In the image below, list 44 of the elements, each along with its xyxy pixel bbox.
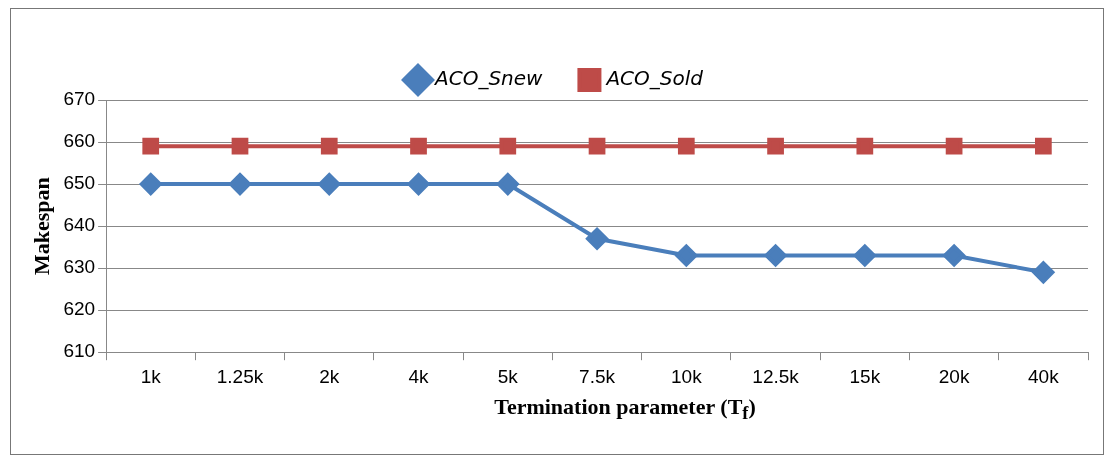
x-tick-label: 1.25k [216,365,264,387]
y-tick-label: 640 [63,214,96,236]
x-tick-label: 15k [849,365,881,387]
point [945,137,963,155]
point [588,137,606,155]
legend-label: ACO_Sold [604,66,704,91]
y-tick-label: 650 [63,172,96,194]
y-tick-label: 660 [63,130,96,152]
point [764,244,787,267]
y-tick-label: 630 [63,256,96,278]
x-tick-label: 12.5k [752,365,800,387]
x-tick-label: 4k [408,365,430,387]
point [229,173,251,196]
point [675,244,698,267]
y-tick-label: 670 [63,88,96,110]
point [407,173,430,196]
point [943,244,966,267]
y-axis-title: Makespan [28,177,54,275]
point [139,173,162,196]
point [410,137,427,155]
point [320,137,338,155]
y-tick-label: 620 [63,298,96,320]
x-tick-label: 1k [140,365,162,387]
legend-label: ACO_Snew [433,66,544,91]
x-axis-title: Termination parameter (T$_{f}$) [493,394,757,425]
x-tick-label: 2k [319,365,340,387]
x-tick-label: 20k [938,365,970,387]
x-tick-label: 10k [670,365,703,387]
point [318,173,341,196]
point [496,173,519,196]
x-tick-label: 5k [497,365,519,387]
point [856,137,874,155]
point [142,137,160,155]
x-tick-label: 40k [1028,365,1060,387]
point [586,227,609,250]
point [231,137,249,155]
x-tick-label: 7.5k [579,365,616,387]
point [1035,137,1052,155]
point [499,137,517,155]
point [767,137,784,155]
y-tick-label: 610 [63,340,96,362]
point [1032,261,1055,284]
point [853,244,876,267]
point [677,137,695,155]
